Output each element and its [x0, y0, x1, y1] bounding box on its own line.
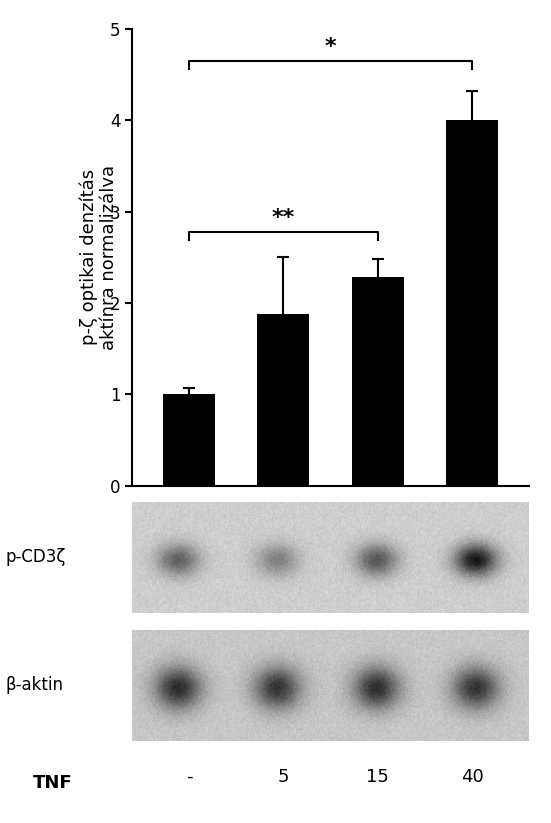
Bar [257, 314, 309, 486]
Text: 15: 15 [366, 768, 389, 786]
Text: TNF: TNF [33, 774, 73, 793]
Y-axis label: p-ζ optikai denzítás
aktínra normalizálva: p-ζ optikai denzítás aktínra normalizálv… [79, 165, 118, 350]
Bar [352, 277, 404, 486]
Text: 5: 5 [278, 768, 289, 786]
Bar [446, 120, 498, 486]
Text: *: * [325, 37, 337, 57]
Text: 40: 40 [461, 768, 484, 786]
Bar [163, 394, 215, 486]
Text: **: ** [272, 208, 295, 228]
Text: -: - [186, 768, 192, 786]
Text: p-CD3ζ: p-CD3ζ [6, 548, 66, 566]
Text: β-aktin: β-aktin [6, 676, 63, 694]
